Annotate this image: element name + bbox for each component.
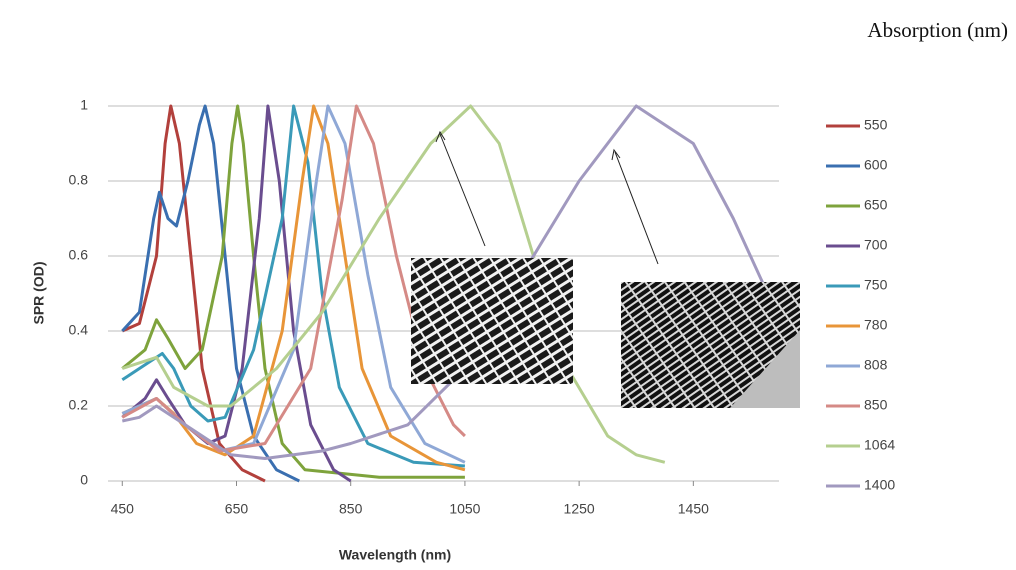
legend-label: 700 <box>864 237 888 253</box>
plot-area <box>121 104 769 483</box>
y-tick-label: 0 <box>80 472 88 488</box>
series-line <box>121 104 466 468</box>
legend-label: 850 <box>864 397 888 413</box>
series-line <box>121 104 769 460</box>
legend-label: 550 <box>864 117 888 133</box>
y-axis-label: SPR (OD) <box>31 262 47 325</box>
y-tick-label: 0.6 <box>69 247 89 263</box>
chart-title: Absorption (nm) <box>867 18 1008 42</box>
arrowhead <box>435 130 446 143</box>
y-tick-label: 0.4 <box>69 322 89 338</box>
legend-label: 650 <box>864 197 888 213</box>
arrowhead <box>611 148 621 161</box>
legend-label: 1400 <box>864 477 895 493</box>
x-axis-label: Wavelength (nm) <box>339 547 451 563</box>
x-tick-label: 450 <box>111 501 135 517</box>
series-line <box>121 104 666 464</box>
inset-images <box>411 130 800 408</box>
x-tick-label: 1250 <box>564 501 595 517</box>
series-line <box>121 104 300 483</box>
y-tick-label: 0.2 <box>69 397 89 413</box>
arrow <box>614 151 659 265</box>
legend-label: 750 <box>864 277 888 293</box>
legend: 550 600 650 700 750 780 808 850 1064 1400 <box>826 117 895 493</box>
x-tick-label: 1050 <box>449 501 480 517</box>
tem-background <box>730 330 800 408</box>
legend-label: 808 <box>864 357 888 373</box>
y-tick-label: 1 <box>80 97 88 113</box>
legend-label: 1064 <box>864 437 895 453</box>
x-tick-label: 650 <box>225 501 249 517</box>
arrow <box>439 133 486 247</box>
series-line <box>121 104 465 479</box>
series-line <box>121 104 352 483</box>
tem-image <box>411 258 573 384</box>
x-tick-label: 850 <box>339 501 363 517</box>
x-tick-label: 1450 <box>678 501 709 517</box>
y-tick-label: 0.8 <box>69 172 89 188</box>
legend-label: 600 <box>864 157 888 173</box>
legend-label: 780 <box>864 317 888 333</box>
